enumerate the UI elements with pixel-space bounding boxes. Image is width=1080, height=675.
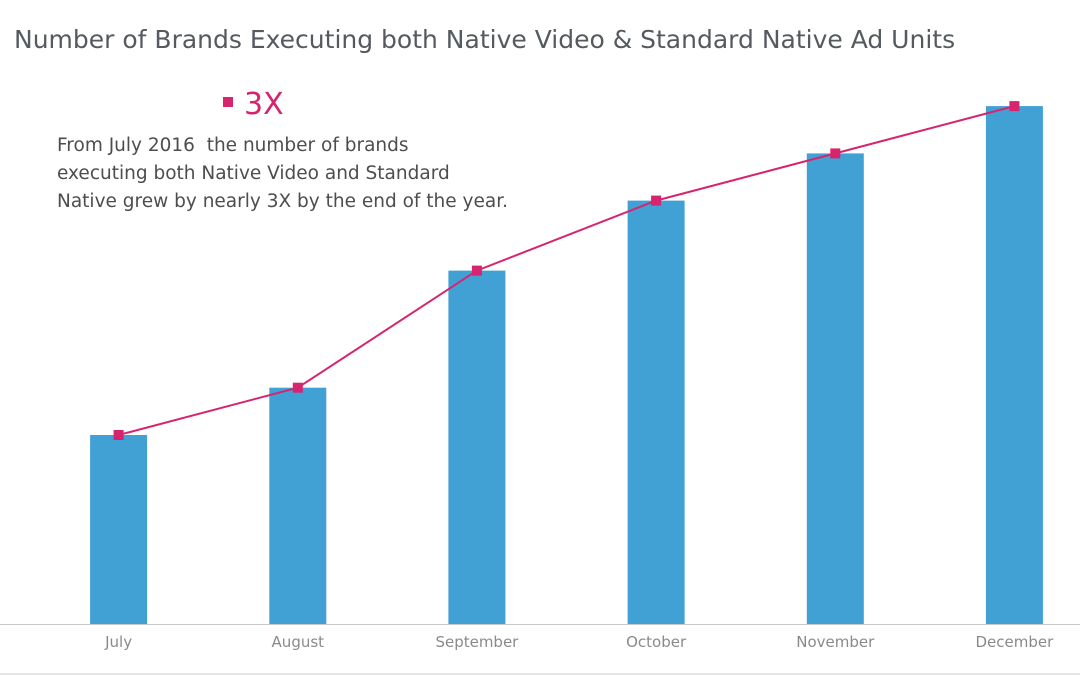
annotation-line-3: Native grew by nearly 3X by the end of t…: [57, 191, 508, 212]
x-tick-label-august: August: [272, 633, 325, 651]
point-october: [651, 195, 662, 206]
bar-november: [806, 153, 864, 624]
point-november: [830, 148, 841, 159]
legend-label: 3X: [244, 87, 284, 122]
x-tick-label-group: July August September October November Decemb…: [104, 633, 1054, 651]
line-series-group: [113, 101, 1020, 440]
bar-october: [627, 200, 685, 624]
chart-title: Number of Brands Executing both Native V…: [14, 25, 955, 54]
point-september: [471, 265, 482, 276]
x-tick-label-december: December: [976, 633, 1055, 651]
x-tick-label-september: September: [435, 633, 519, 651]
point-december: [1009, 101, 1020, 112]
legend: 3X: [223, 87, 284, 122]
point-august: [292, 382, 303, 393]
bar-july: [90, 435, 148, 624]
legend-marker: [223, 97, 233, 107]
bar-december: [985, 106, 1043, 625]
x-tick-label-november: November: [796, 633, 875, 651]
trend-line: [118, 105, 1015, 436]
x-tick-label-october: October: [626, 633, 687, 651]
x-tick-label-july: July: [104, 633, 132, 651]
bar-august: [269, 387, 327, 624]
point-july: [113, 430, 124, 440]
annotation-line-1: From July 2016 the number of brands: [57, 135, 409, 156]
annotation: From July 2016 the number of brands exec…: [57, 135, 508, 212]
annotation-line-2: executing both Native Video and Standard: [57, 163, 450, 184]
bar-september: [448, 270, 506, 624]
bar-group: [90, 106, 1043, 625]
